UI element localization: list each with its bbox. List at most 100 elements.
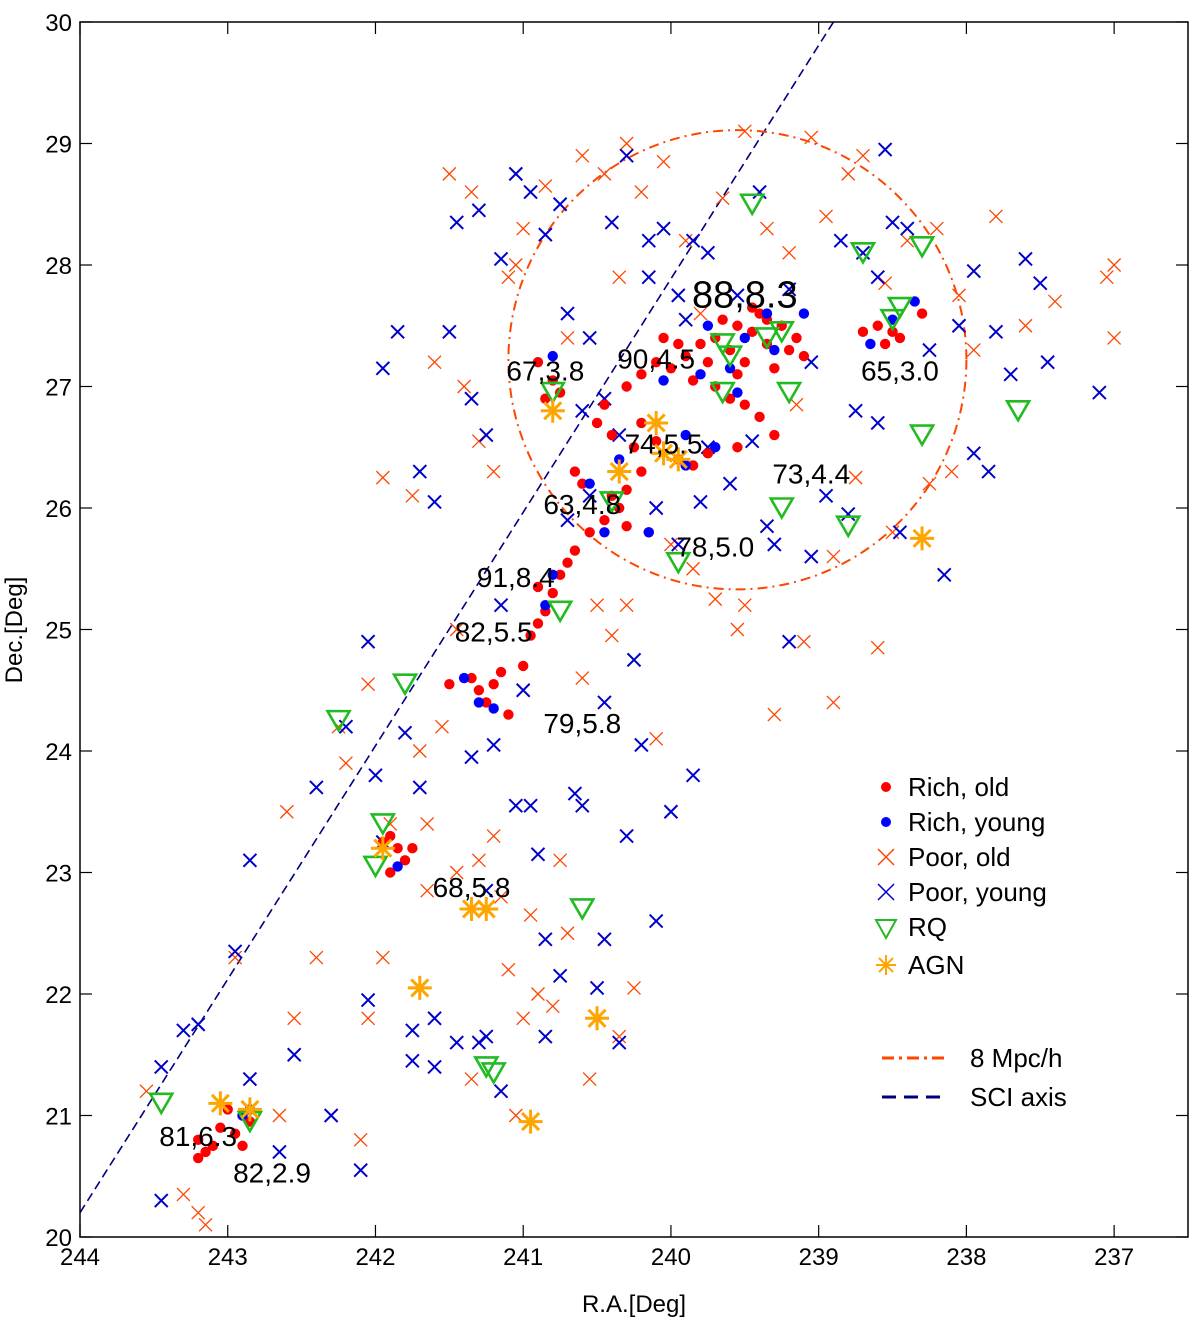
series-agn bbox=[208, 398, 935, 1134]
point-rich-old bbox=[687, 375, 699, 386]
point-rq bbox=[665, 551, 692, 575]
y-tick-label: 21 bbox=[45, 1104, 72, 1131]
point-rich-old bbox=[872, 320, 883, 331]
point-poor-young bbox=[937, 567, 952, 583]
point-poor-old bbox=[575, 148, 590, 163]
point-poor-old bbox=[464, 1072, 479, 1087]
point-rich-old bbox=[739, 357, 750, 368]
point-rich-old bbox=[385, 830, 396, 842]
point-poor-old bbox=[604, 628, 619, 643]
point-poor-old bbox=[338, 756, 353, 771]
point-poor-old bbox=[309, 950, 324, 965]
point-rich-old bbox=[636, 369, 647, 380]
point-poor-young bbox=[427, 1059, 442, 1075]
point-poor-young bbox=[538, 1029, 553, 1044]
point-agn bbox=[208, 1091, 233, 1116]
y-tick-label: 22 bbox=[45, 982, 72, 1009]
point-poor-young bbox=[449, 215, 464, 230]
y-tick-label: 26 bbox=[45, 496, 72, 523]
point-poor-young bbox=[479, 427, 494, 443]
point-rich-young bbox=[909, 296, 920, 307]
point-rich-old bbox=[599, 514, 610, 526]
point-rich-old bbox=[636, 466, 647, 477]
point-poor-old bbox=[826, 549, 841, 564]
point-rich-young bbox=[614, 454, 625, 465]
point-poor-old bbox=[715, 191, 730, 206]
y-tick-label: 28 bbox=[45, 253, 72, 280]
point-poor-old bbox=[737, 598, 752, 613]
point-rich-young bbox=[584, 478, 595, 489]
point-rq bbox=[391, 673, 419, 697]
point-rich-old bbox=[887, 326, 898, 338]
point-rich-young bbox=[865, 338, 876, 350]
legend-box bbox=[858, 760, 1078, 1000]
point-rich-old bbox=[732, 369, 743, 380]
point-poor-young bbox=[449, 1035, 464, 1050]
point-poor-young bbox=[981, 464, 996, 479]
point-poor-young bbox=[892, 525, 908, 540]
point-poor-old bbox=[375, 470, 390, 485]
point-poor-old bbox=[737, 124, 752, 139]
point-poor-old bbox=[730, 622, 745, 637]
point-poor-young bbox=[375, 361, 391, 376]
point-poor-young bbox=[154, 1193, 169, 1208]
point-poor-old bbox=[590, 598, 605, 613]
point-poor-young bbox=[242, 1071, 258, 1087]
y-tick-label: 25 bbox=[45, 618, 72, 645]
legend-label-rich-old: Rich, old bbox=[908, 772, 1009, 802]
point-poor-old bbox=[560, 926, 575, 941]
point-rich-old bbox=[518, 660, 529, 672]
point-poor-old bbox=[796, 634, 811, 649]
point-agn bbox=[666, 447, 691, 472]
point-poor-old bbox=[449, 865, 464, 880]
point-poor-old bbox=[420, 816, 435, 831]
point-rich-old bbox=[857, 326, 869, 338]
point-rich-old bbox=[636, 417, 647, 429]
point-poor-young bbox=[759, 519, 775, 534]
point-rich-old bbox=[769, 363, 780, 374]
point-poor-young bbox=[767, 537, 782, 552]
legend-label-circle: 8 Mpc/h bbox=[970, 1043, 1063, 1073]
annotation-layer: 88,8.3 90,4.5 67,3.8 65,3.0 74,5.5 73,4.4 63,4… bbox=[159, 275, 939, 1189]
annotation-label: 81,6.3 bbox=[159, 1121, 237, 1152]
point-rich-old bbox=[739, 399, 750, 410]
point-rq bbox=[1004, 400, 1032, 423]
point-poor-young bbox=[1092, 385, 1107, 400]
point-poor-old bbox=[531, 987, 545, 1001]
series-rich-young bbox=[237, 296, 920, 1121]
point-rich-young bbox=[599, 527, 610, 538]
point-rich-old bbox=[754, 308, 765, 319]
point-poor-young bbox=[966, 446, 981, 461]
point-poor-young bbox=[538, 932, 553, 947]
point-poor-old bbox=[1107, 330, 1122, 345]
point-agn bbox=[370, 836, 395, 861]
point-rq bbox=[546, 600, 574, 624]
point-rich-old bbox=[702, 448, 714, 459]
point-poor-old bbox=[420, 883, 435, 898]
point-poor-old bbox=[789, 397, 804, 412]
point-poor-young bbox=[671, 288, 686, 303]
point-poor-young bbox=[493, 597, 509, 613]
point-poor-old bbox=[464, 185, 479, 200]
legend-lines: 8 Mpc/h SCI axis bbox=[862, 1036, 1102, 1126]
point-poor-young bbox=[781, 282, 797, 297]
point-poor-old bbox=[848, 470, 863, 485]
point-poor-young bbox=[479, 883, 494, 898]
point-rich-old bbox=[569, 466, 581, 477]
point-poor-young bbox=[900, 221, 915, 236]
point-rich-old bbox=[215, 1122, 226, 1133]
annotation-label: 82,5.5 bbox=[455, 617, 533, 648]
point-rich-old bbox=[746, 326, 758, 338]
point-poor-old bbox=[405, 488, 420, 503]
point-rich-old bbox=[444, 678, 455, 690]
point-rq bbox=[775, 381, 803, 405]
point-poor-young bbox=[190, 1017, 206, 1032]
point-rich-old bbox=[606, 429, 618, 441]
point-poor-young bbox=[685, 233, 701, 248]
point-poor-young bbox=[885, 215, 900, 230]
point-rich-young bbox=[798, 308, 810, 319]
point-rq bbox=[849, 242, 877, 265]
point-poor-young bbox=[804, 549, 819, 564]
point-rich-old bbox=[732, 320, 743, 331]
point-poor-old bbox=[553, 853, 568, 868]
